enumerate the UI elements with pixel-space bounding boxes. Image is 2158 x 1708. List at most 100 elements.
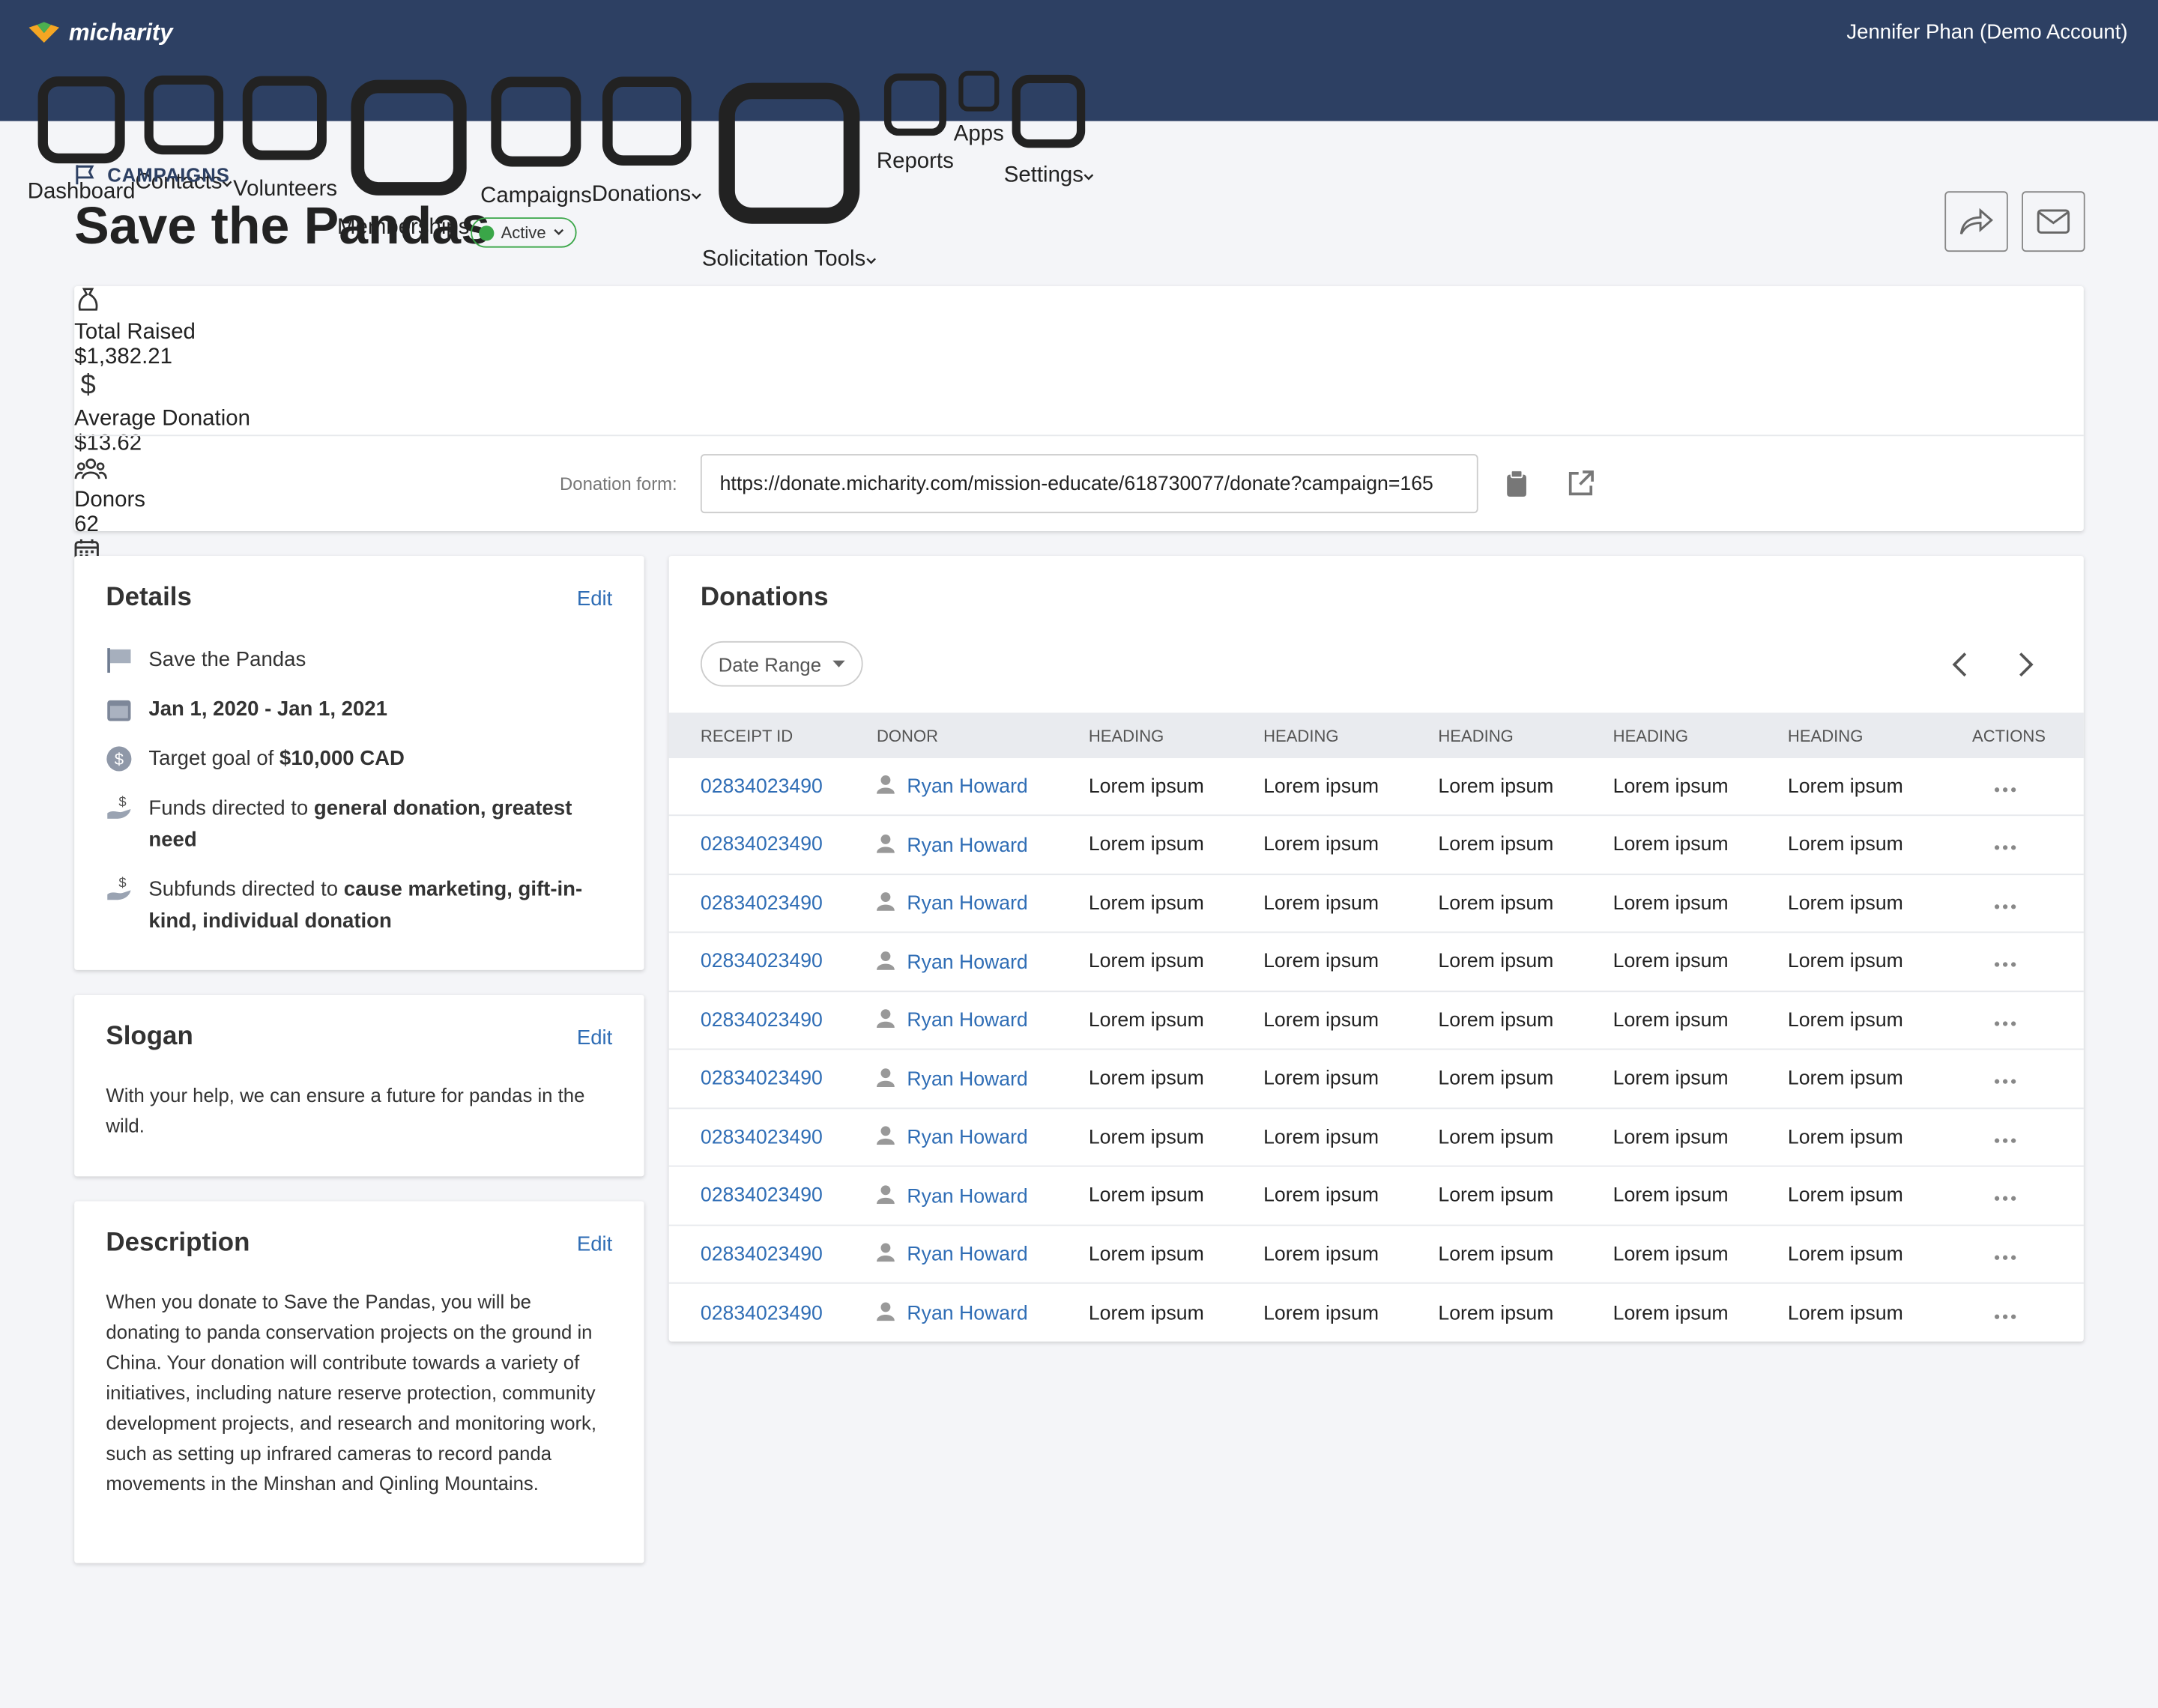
- donor-cell: Ryan Howard: [876, 1302, 1089, 1325]
- actions[interactable]: [1972, 1302, 2069, 1324]
- nav-item[interactable]: Apps: [954, 66, 1004, 147]
- nav-icon: [883, 73, 946, 136]
- actions[interactable]: [1972, 1184, 2069, 1206]
- actions[interactable]: [1972, 1009, 2069, 1031]
- share-button[interactable]: [1944, 191, 2008, 252]
- icon-part: [2011, 1196, 2016, 1201]
- receipt-link[interactable]: 02834023490: [700, 1068, 823, 1090]
- icon-part: [2019, 652, 2034, 677]
- receipt-link[interactable]: 02834023490: [700, 775, 823, 798]
- icon-part: [107, 808, 131, 819]
- actions[interactable]: [1972, 951, 2069, 972]
- icon-part: $: [118, 876, 126, 891]
- icon-part: [2002, 1020, 2008, 1026]
- column-header: HEADING: [1263, 725, 1339, 745]
- icon-part: [85, 550, 88, 554]
- nav-item[interactable]: Donations: [592, 66, 702, 207]
- icon-part: [106, 746, 132, 772]
- icon-part: [77, 462, 85, 470]
- filter-label: Date Range: [718, 652, 822, 675]
- receipt-link[interactable]: 02834023490: [700, 834, 823, 856]
- edit-link[interactable]: Edit: [576, 587, 613, 611]
- nav-item[interactable]: Solicitation Tools: [702, 66, 877, 271]
- description-card: Description Edit When you donate to Save…: [74, 1201, 644, 1563]
- slogan-card: Slogan Edit With your help, we can ensur…: [74, 994, 644, 1177]
- copy-button[interactable]: [1505, 470, 1527, 498]
- nav-item[interactable]: Dashboard: [28, 66, 136, 204]
- nav-item[interactable]: Volunteers: [233, 66, 337, 200]
- stat: $ Average Donation $13.62: [74, 369, 2084, 457]
- donor-link[interactable]: Ryan Howard: [907, 1244, 1028, 1266]
- actions[interactable]: [1972, 1126, 2069, 1148]
- donor-link[interactable]: Ryan Howard: [907, 951, 1028, 974]
- receipt-link[interactable]: 02834023490: [700, 1302, 823, 1324]
- donor-icon: [876, 1009, 895, 1029]
- cell: Lorem ipsum: [1613, 1302, 1729, 1324]
- nav-item[interactable]: Campaigns: [480, 66, 592, 208]
- nav-item[interactable]: Reports: [877, 66, 954, 173]
- receipt-link[interactable]: 02834023490: [700, 1009, 823, 1032]
- icon-part: [2011, 1079, 2016, 1084]
- detail-value: Jan 1, 2020 - Jan 1, 2021: [148, 697, 387, 721]
- icon-part: [96, 462, 105, 470]
- open-link-button[interactable]: [1568, 469, 1595, 497]
- icon-part: [491, 76, 581, 167]
- nav-item[interactable]: Settings: [1004, 66, 1095, 187]
- user-name[interactable]: Jennifer Phan (Demo Account): [1846, 20, 2128, 44]
- date-range-filter[interactable]: Date Range: [700, 640, 863, 687]
- actions[interactable]: [1972, 1243, 2069, 1265]
- receipt-link[interactable]: 02834023490: [700, 1126, 823, 1148]
- cell: Lorem ipsum: [1613, 775, 1729, 798]
- dropdown-chevron: [223, 181, 233, 187]
- cell: Lorem ipsum: [1438, 775, 1554, 798]
- icon-part: [1952, 652, 1967, 677]
- cell: Lorem ipsum: [1263, 1126, 1379, 1148]
- table-row: 02834023490 Ryan Howard Lorem ipsum Lorem i…: [668, 817, 2084, 875]
- edit-link[interactable]: Edit: [576, 1232, 613, 1256]
- nav-item[interactable]: Contacts: [136, 66, 234, 194]
- donor-link[interactable]: Ryan Howard: [907, 834, 1028, 857]
- icon-part: [553, 228, 563, 235]
- nav-label: Apps: [953, 123, 1004, 147]
- icon-part: [866, 258, 876, 264]
- receipt-link[interactable]: 02834023490: [700, 1184, 823, 1207]
- donor-link[interactable]: Ryan Howard: [907, 775, 1028, 799]
- breadcrumb[interactable]: CAMPAIGNS: [107, 163, 230, 186]
- icon-part: [2002, 845, 2008, 850]
- donor-link[interactable]: Ryan Howard: [907, 1010, 1028, 1032]
- donation-url-field[interactable]: https://donate.micharity.com/mission-edu…: [700, 454, 1478, 514]
- actions[interactable]: [1972, 892, 2069, 914]
- nav-label: Solicitation Tools: [701, 247, 866, 271]
- receipt-link[interactable]: 02834023490: [700, 951, 823, 973]
- donor-link[interactable]: Ryan Howard: [907, 1303, 1028, 1325]
- actions[interactable]: [1972, 834, 2069, 855]
- donor-link[interactable]: Ryan Howard: [907, 1185, 1028, 1208]
- detail-icon: $: [107, 876, 131, 900]
- donor-link[interactable]: Ryan Howard: [907, 1068, 1028, 1091]
- status-badge[interactable]: Active: [471, 217, 577, 248]
- prev-page[interactable]: [1951, 652, 1968, 677]
- table-header: RECEIPT ID DONOR HEADING HEADING HEADING HEAD…: [668, 712, 2084, 759]
- icon-part: [109, 649, 131, 664]
- donor-icon: [876, 834, 895, 853]
- table-row: 02834023490 Ryan Howard Lorem ipsum Lorem i…: [668, 1226, 2084, 1284]
- receipt-link[interactable]: 02834023490: [700, 1243, 823, 1265]
- cell: Lorem ipsum: [1088, 951, 1204, 973]
- nav-icon: [719, 82, 860, 224]
- actions[interactable]: [1972, 1068, 2069, 1089]
- email-button[interactable]: [2022, 191, 2085, 252]
- nav-item[interactable]: Memberships: [337, 66, 480, 240]
- edit-link[interactable]: Edit: [576, 1026, 613, 1050]
- donor-link[interactable]: Ryan Howard: [907, 893, 1028, 915]
- status-dot: [479, 225, 495, 240]
- donor-link[interactable]: Ryan Howard: [907, 1127, 1028, 1149]
- detail-value: $10,000 CAD: [279, 747, 405, 771]
- icon-part: [2011, 1020, 2016, 1026]
- actions[interactable]: [1972, 775, 2069, 797]
- icon-part: [74, 471, 107, 479]
- icon-part: [1568, 470, 1594, 496]
- detail-icon: [107, 700, 131, 721]
- receipt-link[interactable]: 02834023490: [700, 892, 823, 915]
- detail-label: Target goal of: [148, 747, 274, 771]
- next-page[interactable]: [2018, 652, 2034, 677]
